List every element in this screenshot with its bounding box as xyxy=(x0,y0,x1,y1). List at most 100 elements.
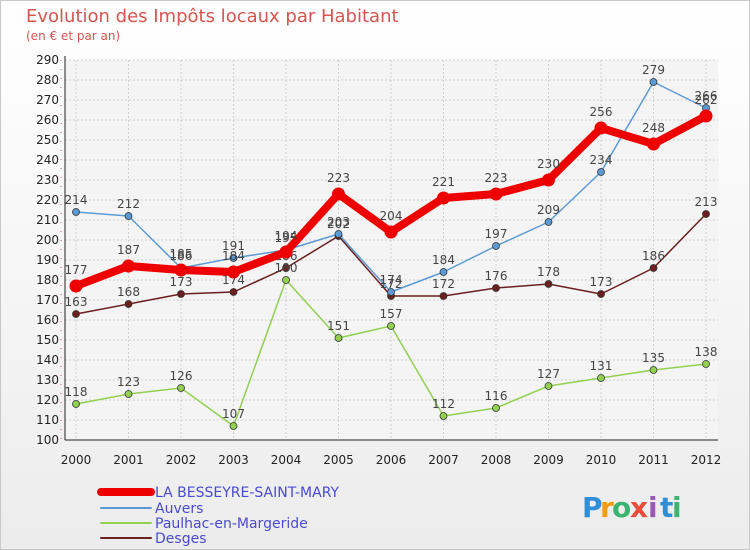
x-tick-label: 2005 xyxy=(323,453,354,467)
logo-letter: r xyxy=(600,491,614,524)
data-point xyxy=(437,191,450,205)
y-tick-label: 270 xyxy=(36,93,59,107)
chart-subtitle: (en € et par an) xyxy=(26,29,120,43)
data-label: 203 xyxy=(327,215,350,229)
data-point xyxy=(122,259,135,273)
data-point xyxy=(282,264,290,272)
grid xyxy=(65,59,718,441)
data-point xyxy=(649,78,658,86)
data-point xyxy=(174,263,188,277)
data-label: 230 xyxy=(537,157,560,171)
x-tick-label: 2001 xyxy=(113,453,144,467)
data-point xyxy=(597,168,605,176)
data-label: 180 xyxy=(275,261,298,275)
data-point xyxy=(72,208,80,216)
data-point xyxy=(124,300,133,308)
data-label: 213 xyxy=(695,195,718,209)
y-tick-label: 260 xyxy=(36,113,59,127)
axes: 100 110 120 130 140 150 160 170 180 190 200 210 220 2… xyxy=(36,53,721,467)
data-point xyxy=(544,280,553,288)
data-label: 168 xyxy=(117,285,140,299)
data-point xyxy=(334,334,343,342)
data-point xyxy=(439,268,448,276)
data-point xyxy=(594,121,608,135)
y-tick-label: 170 xyxy=(36,293,59,307)
data-label: 202 xyxy=(327,217,350,231)
data-label: 184 xyxy=(222,249,245,263)
y-tick-label: 140 xyxy=(36,353,59,367)
data-label: 178 xyxy=(537,265,560,279)
data-label: 194 xyxy=(275,229,298,243)
data-label: 262 xyxy=(695,93,718,107)
data-label: 204 xyxy=(380,209,403,223)
data-label: 123 xyxy=(117,375,140,389)
y-tick-label: 210 xyxy=(36,213,59,227)
data-point xyxy=(649,366,658,374)
legend: LA BESSEYRE-SAINT-MARYAuversPaulhac-en-M… xyxy=(97,485,340,547)
data-label: 138 xyxy=(695,345,718,359)
legend-label: Paulhac-en-Margeride xyxy=(155,516,308,532)
y-tick-label: 200 xyxy=(36,233,59,247)
data-label: 214 xyxy=(65,193,88,207)
data-label: 107 xyxy=(222,407,245,421)
data-label: 151 xyxy=(327,319,350,333)
data-point xyxy=(544,382,553,390)
x-tick-label: 2010 xyxy=(586,453,617,467)
x-tick-label: 2000 xyxy=(61,453,92,467)
data-point xyxy=(647,137,660,151)
data-label: 176 xyxy=(485,269,508,283)
data-point xyxy=(439,412,448,420)
y-tick-label: 190 xyxy=(36,253,59,267)
data-point xyxy=(597,290,605,298)
data-label: 184 xyxy=(432,253,455,267)
data-point xyxy=(489,187,503,201)
data-point xyxy=(387,322,395,330)
y-tick-label: 240 xyxy=(36,153,59,167)
data-point xyxy=(544,218,553,226)
y-tick-label: 220 xyxy=(36,193,59,207)
data-label: 131 xyxy=(590,359,613,373)
legend-label: Auvers xyxy=(155,501,203,517)
data-point xyxy=(492,242,500,250)
data-label: 279 xyxy=(642,63,665,77)
data-point xyxy=(332,187,345,201)
data-label: 212 xyxy=(117,197,140,211)
data-point xyxy=(439,292,448,300)
data-point xyxy=(387,288,395,296)
legend-label: Desges xyxy=(155,531,206,547)
data-label: 223 xyxy=(485,171,508,185)
logo-letter: t xyxy=(660,491,673,524)
x-tick-label: 2006 xyxy=(376,453,407,467)
data-point xyxy=(177,290,185,298)
data-label: 172 xyxy=(432,277,455,291)
data-point xyxy=(702,360,710,368)
data-point xyxy=(597,374,605,382)
data-label: 186 xyxy=(642,249,665,263)
y-tick-label: 180 xyxy=(36,273,59,287)
data-label: 187 xyxy=(117,243,140,257)
data-point xyxy=(492,284,500,292)
x-tick-label: 2002 xyxy=(166,453,197,467)
data-point xyxy=(72,310,80,318)
x-tick-label: 2012 xyxy=(691,453,722,467)
data-label: 197 xyxy=(485,227,508,241)
data-label: 209 xyxy=(537,203,560,217)
data-label: 126 xyxy=(170,369,193,383)
data-point xyxy=(229,288,238,296)
y-tick-label: 100 xyxy=(36,433,59,447)
data-label: 177 xyxy=(65,263,88,277)
y-tick-label: 130 xyxy=(36,373,59,387)
data-label: 248 xyxy=(642,121,665,135)
data-point xyxy=(279,245,293,259)
y-tick-label: 120 xyxy=(36,393,59,407)
y-tick-label: 110 xyxy=(36,413,59,427)
data-label: 173 xyxy=(590,275,613,289)
data-label: 256 xyxy=(590,105,613,119)
data-label: 112 xyxy=(432,397,455,411)
chart-title: Evolution des Impôts locaux par Habitant xyxy=(26,6,399,27)
data-point xyxy=(649,264,658,272)
data-point xyxy=(699,109,713,123)
data-label: 234 xyxy=(590,153,613,167)
data-point xyxy=(229,422,238,430)
